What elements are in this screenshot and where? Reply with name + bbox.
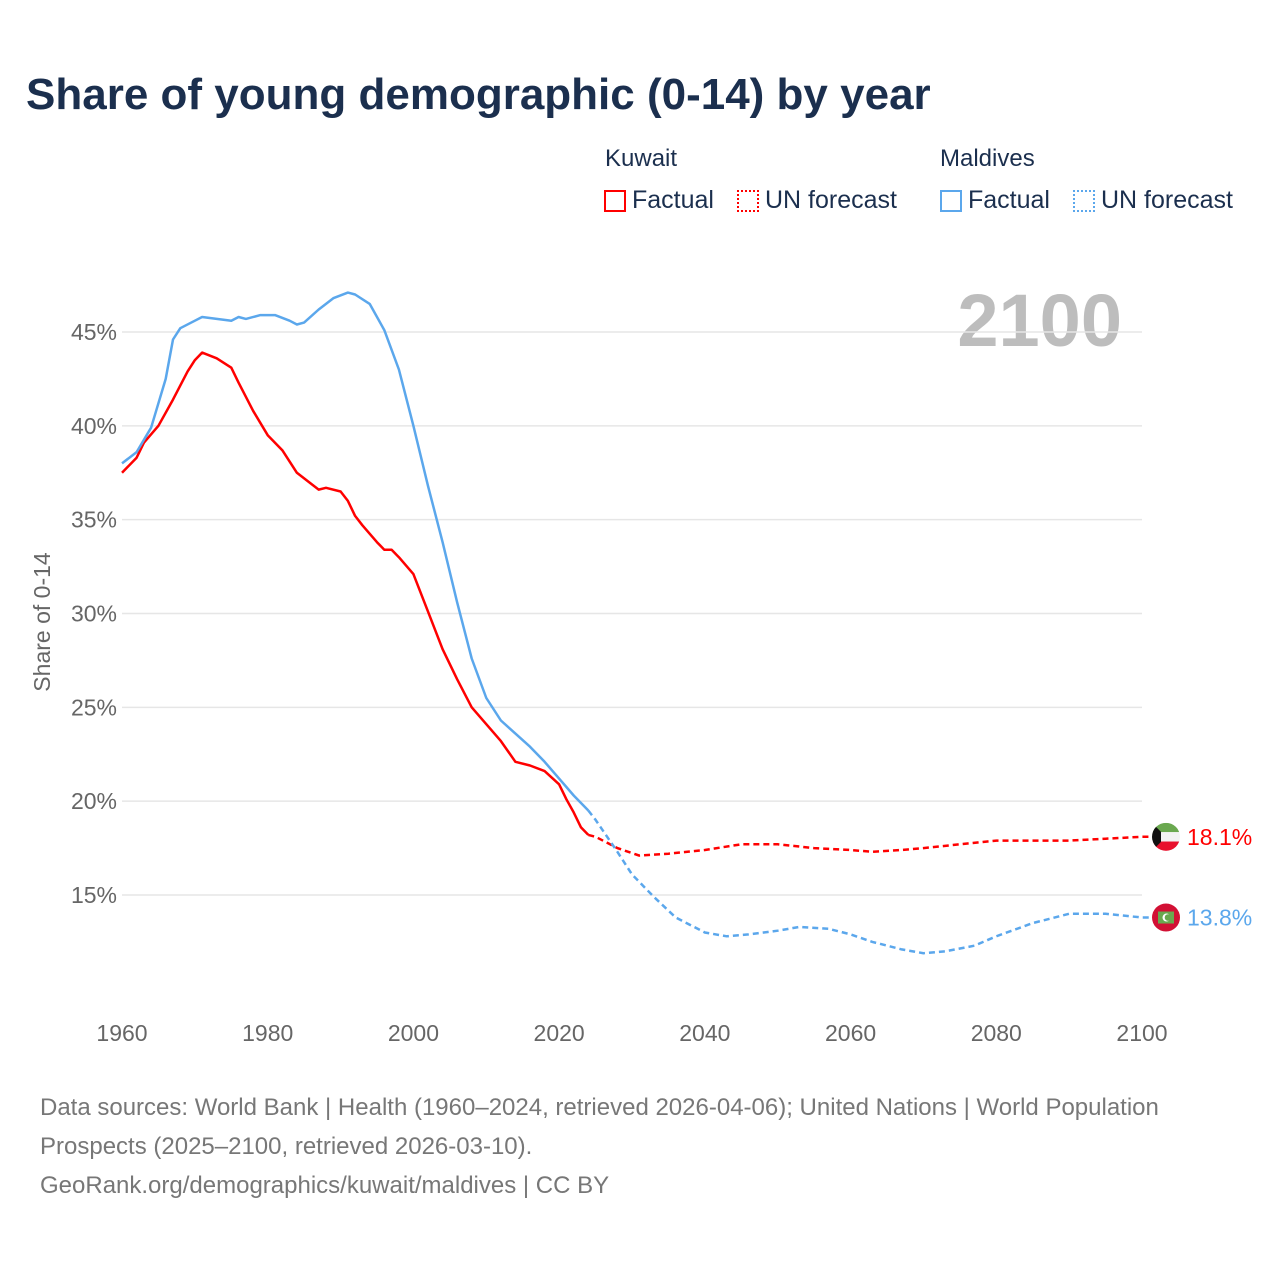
maldives-end-value: 13.8% [1187, 905, 1252, 931]
legend-swatch-solid [604, 189, 626, 212]
kuwait-factual-line [121, 351, 590, 836]
flag-stripe-red [1152, 841, 1180, 851]
flag-body [1152, 822, 1180, 851]
legend-label: UN forecast [1101, 186, 1233, 214]
y-tick-label: 35% [71, 507, 117, 533]
plot-area: 1960 1980 2000 2020 2040 2060 2080 2100 15% 20% 2… [29, 291, 1252, 1046]
x-tick-label: 1980 [242, 1020, 293, 1046]
legend-maldives-heading: Maldives [940, 145, 1035, 172]
legend-kuwait-factual[interactable]: Factual [604, 186, 714, 215]
x-tick-label: 2000 [388, 1020, 439, 1046]
flag-crescent-cut [1164, 914, 1172, 921]
flag-stripe-green [1152, 822, 1180, 833]
x-tick-label: 2040 [679, 1020, 730, 1046]
legend-maldives-forecast[interactable]: UN forecast [1073, 186, 1233, 215]
source-note: Data sources: World Bank | Health (1960–… [40, 1088, 1190, 1205]
x-tick-label: 1960 [96, 1020, 147, 1046]
current-year-label: 2100 [957, 279, 1122, 362]
source-link[interactable]: GeoRank.org/demographics/kuwait/maldives… [40, 1172, 610, 1199]
legend-kuwait-heading: Kuwait [605, 145, 678, 172]
y-axis-label: Share of 0-14 [29, 552, 55, 692]
maldives-forecast-line [587, 809, 1160, 955]
kuwait-forecast-line [587, 833, 1160, 857]
y-tick-label: 40% [71, 413, 117, 439]
flag-trapezoid [1152, 822, 1161, 851]
y-tick-label: 25% [71, 694, 117, 720]
y-tick-label: 15% [71, 882, 117, 908]
legend-swatch-dotted [1073, 189, 1095, 212]
legend-label: UN forecast [765, 186, 897, 214]
x-tick-label: 2100 [1116, 1020, 1167, 1046]
legend-maldives-factual[interactable]: Factual [940, 186, 1050, 215]
kuwait-end-value: 18.1% [1187, 824, 1252, 850]
legend-swatch-dotted [737, 189, 759, 212]
kuwait-flag-icon [1152, 822, 1180, 851]
legend-kuwait-forecast[interactable]: UN forecast [737, 186, 897, 215]
maldives-flag-icon [1152, 903, 1180, 932]
x-tick-label: 2020 [534, 1020, 585, 1046]
flag-stripe-white [1152, 832, 1180, 842]
x-tick-label: 2060 [825, 1020, 876, 1046]
source-text: Data sources: World Bank | Health (1960–… [40, 1094, 1159, 1160]
y-tick-label: 20% [71, 788, 117, 814]
flag-body [1152, 903, 1180, 932]
y-tick-label: 45% [71, 319, 117, 345]
legend-swatch-solid [940, 189, 962, 212]
maldives-factual-line [121, 291, 590, 812]
y-tick-label: 30% [71, 601, 117, 627]
legend-label: Factual [632, 186, 714, 214]
x-tick-label: 2080 [971, 1020, 1022, 1046]
chart-title: Share of young demographic (0-14) by yea… [26, 70, 931, 119]
legend-label: Factual [968, 186, 1050, 214]
